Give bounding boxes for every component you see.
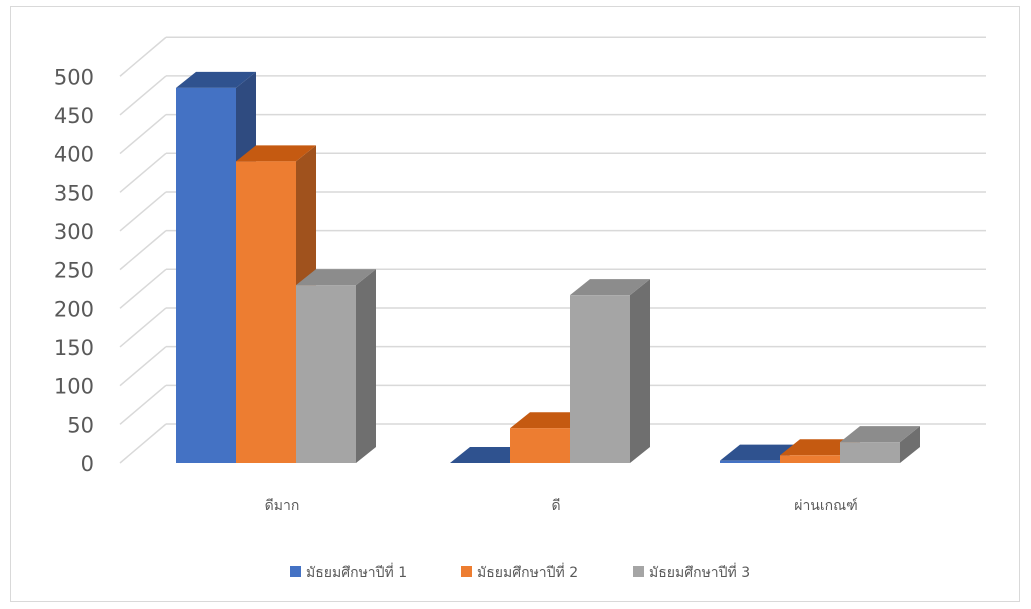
y-tick-label: 150 <box>54 336 94 360</box>
gridline <box>119 36 986 77</box>
legend-item: มัธยมศึกษาปีที่ 3 <box>633 563 750 581</box>
bar <box>296 269 376 463</box>
bars <box>176 71 920 463</box>
legend-swatch <box>461 566 472 577</box>
legend-label: มัธยมศึกษาปีที่ 2 <box>477 563 578 581</box>
legend: มัธยมศึกษาปีที่ 1 มัธยมศึกษาปีที่ 2 มัธยมศ… <box>290 563 750 581</box>
x-axis-category-labels: ดีมาก ดี ผ่านเกณฑ์ <box>265 497 858 514</box>
y-tick-label: 0 <box>81 452 94 476</box>
legend-label: มัธยมศึกษาปีที่ 3 <box>649 563 750 581</box>
y-tick-label: 500 <box>54 65 94 89</box>
bar <box>570 279 650 463</box>
y-tick-label: 300 <box>54 220 94 244</box>
legend-swatch <box>290 566 301 577</box>
y-tick-label: 100 <box>54 375 94 399</box>
legend-item: มัธยมศึกษาปีที่ 1 <box>290 563 407 581</box>
category-label: ผ่านเกณฑ์ <box>794 497 858 514</box>
y-tick-label: 250 <box>54 259 94 283</box>
gridline <box>119 113 986 155</box>
y-tick-label: 200 <box>54 297 94 321</box>
bar <box>840 426 920 463</box>
legend-swatch <box>633 566 644 577</box>
bar <box>236 145 316 463</box>
category-label: ดี <box>551 498 560 514</box>
legend-label: มัธยมศึกษาปีที่ 1 <box>306 563 407 581</box>
y-tick-label: 350 <box>54 181 94 205</box>
gridline <box>119 75 986 116</box>
y-tick-label: 400 <box>54 143 94 167</box>
category-label: ดีมาก <box>265 498 300 514</box>
y-axis-tick-labels: 0 50 100 150 200 250 300 350 400 450 500 <box>54 65 94 476</box>
y-tick-label: 450 <box>54 104 94 128</box>
y-tick-label: 50 <box>67 413 94 437</box>
legend-item: มัธยมศึกษาปีที่ 2 <box>461 563 578 581</box>
